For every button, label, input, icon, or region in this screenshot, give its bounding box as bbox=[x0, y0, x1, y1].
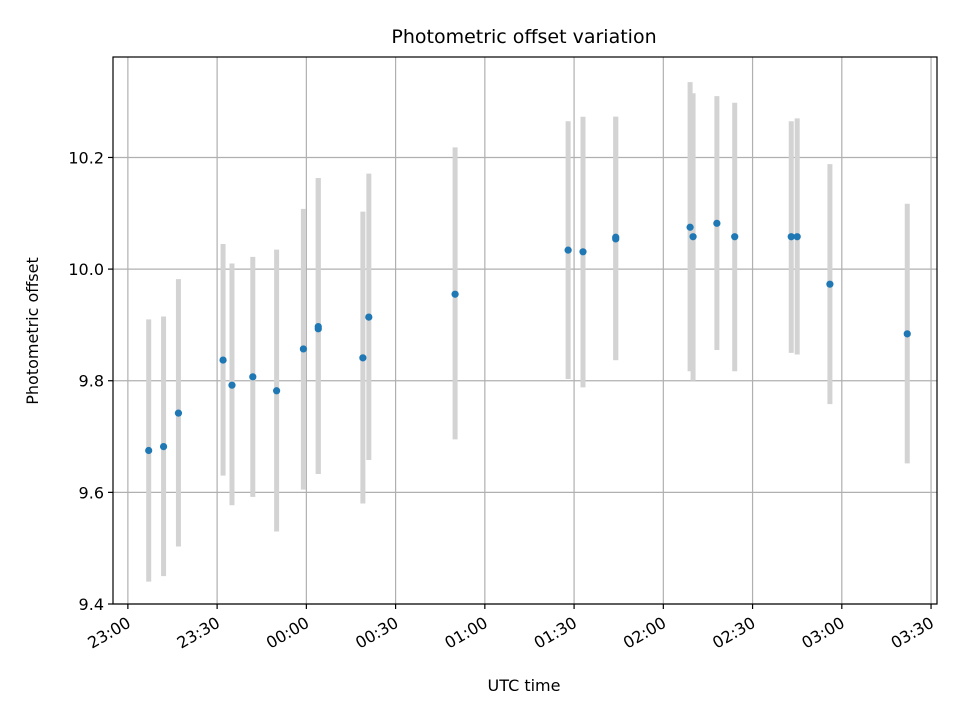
x-tick-label: 23:30 bbox=[174, 613, 223, 653]
data-point bbox=[314, 322, 322, 331]
y-axis-title: Photometric offset bbox=[23, 257, 42, 405]
x-tick-label: 02:30 bbox=[709, 613, 758, 653]
y-tick-label: 10.0 bbox=[68, 260, 104, 279]
y-tick-label: 10.2 bbox=[68, 148, 104, 167]
data-points bbox=[145, 219, 911, 455]
data-point bbox=[228, 381, 236, 389]
x-tick-label: 03:30 bbox=[888, 613, 937, 653]
data-point bbox=[359, 354, 367, 362]
x-tick-label: 00:00 bbox=[263, 613, 312, 653]
data-point bbox=[689, 233, 697, 241]
data-point bbox=[731, 233, 739, 241]
plot-frame bbox=[112, 56, 938, 605]
data-point bbox=[787, 233, 795, 241]
y-tick-label: 9.8 bbox=[79, 372, 104, 391]
grid-lines bbox=[113, 57, 937, 605]
data-point bbox=[273, 387, 281, 395]
data-point bbox=[365, 313, 373, 321]
data-point bbox=[713, 219, 721, 227]
data-point bbox=[579, 248, 587, 256]
x-tick-label: 03:00 bbox=[798, 613, 847, 653]
data-point bbox=[612, 233, 620, 241]
x-tick-label: 23:00 bbox=[84, 613, 133, 653]
data-point bbox=[826, 280, 834, 288]
x-tick-label: 00:30 bbox=[352, 613, 401, 653]
x-axis: 23:00 23:30 00:00 00:30 01:00 01:30 02:00 02:30… bbox=[84, 604, 937, 653]
x-tick-label: 01:30 bbox=[531, 613, 580, 653]
x-tick-label: 02:00 bbox=[620, 613, 669, 653]
data-point bbox=[145, 446, 153, 455]
data-point bbox=[451, 290, 459, 298]
data-point bbox=[249, 373, 257, 381]
y-axis: 9.4 9.6 9.8 10.0 10.2 bbox=[68, 148, 113, 614]
data-point bbox=[564, 246, 572, 254]
y-tick-label: 9.4 bbox=[79, 595, 104, 614]
data-point bbox=[299, 345, 307, 353]
data-point bbox=[219, 356, 227, 364]
x-axis-title: UTC time bbox=[488, 676, 561, 695]
data-point bbox=[793, 233, 801, 241]
data-point bbox=[903, 330, 911, 338]
data-point bbox=[686, 223, 694, 231]
data-point bbox=[174, 409, 183, 417]
x-tick-label: 01:00 bbox=[441, 613, 490, 653]
chart-title: Photometric offset variation bbox=[391, 26, 656, 48]
data-point bbox=[159, 442, 168, 451]
y-tick-label: 9.6 bbox=[79, 483, 104, 502]
